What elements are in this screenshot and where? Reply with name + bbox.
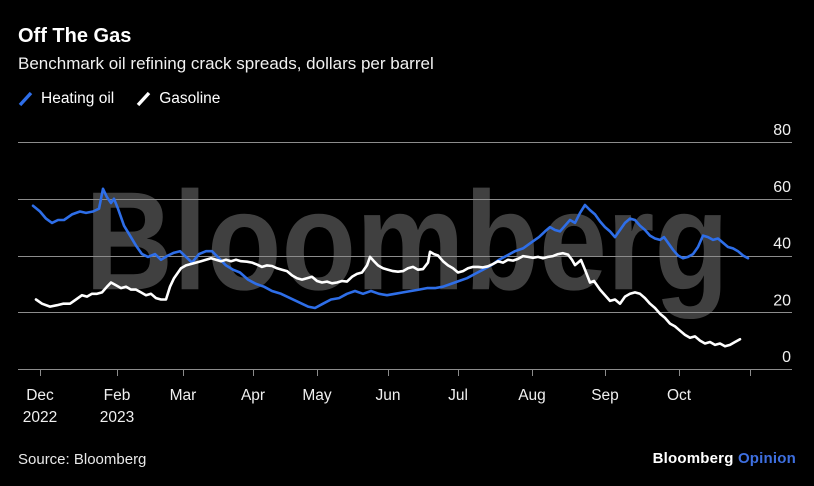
svg-text:60: 60: [773, 179, 791, 196]
svg-text:Jul: Jul: [448, 387, 468, 404]
legend-item-heating-oil: Heating oil: [18, 90, 114, 108]
svg-text:May: May: [302, 387, 332, 404]
legend-label: Heating oil: [41, 90, 115, 107]
svg-text:Jun: Jun: [376, 387, 401, 404]
svg-text:Mar: Mar: [170, 387, 197, 404]
svg-text:Dec: Dec: [26, 387, 54, 404]
heating-oil-line-swatch-icon: [18, 91, 33, 107]
brand-bloomberg: Bloomberg: [652, 450, 734, 467]
gasoline-line-swatch-icon: [136, 91, 151, 107]
svg-text:20: 20: [773, 292, 791, 309]
chart-legend: Heating oil Gasoline: [18, 90, 220, 108]
svg-text:Aug: Aug: [518, 387, 546, 404]
svg-text:Sep: Sep: [591, 387, 619, 404]
svg-text:2022: 2022: [23, 409, 57, 426]
chart-subtitle: Benchmark oil refining crack spreads, do…: [18, 54, 434, 73]
source-attribution: Source: Bloomberg: [18, 451, 147, 468]
page-title: Off The Gas: [18, 25, 132, 47]
svg-text:80: 80: [773, 122, 791, 139]
bloomberg-watermark: Bloomberg: [85, 162, 729, 320]
brand-opinion: Opinion: [737, 450, 796, 467]
svg-text:40: 40: [773, 236, 791, 253]
svg-text:0: 0: [782, 349, 791, 366]
svg-text:2023: 2023: [100, 409, 134, 426]
legend-item-gasoline: Gasoline: [136, 90, 220, 108]
bloomberg-opinion-logo: Bloomberg Opinion: [653, 450, 796, 467]
legend-label: Gasoline: [159, 90, 221, 107]
svg-text:Apr: Apr: [241, 387, 265, 404]
svg-text:Oct: Oct: [667, 387, 692, 404]
svg-text:Feb: Feb: [104, 387, 131, 404]
